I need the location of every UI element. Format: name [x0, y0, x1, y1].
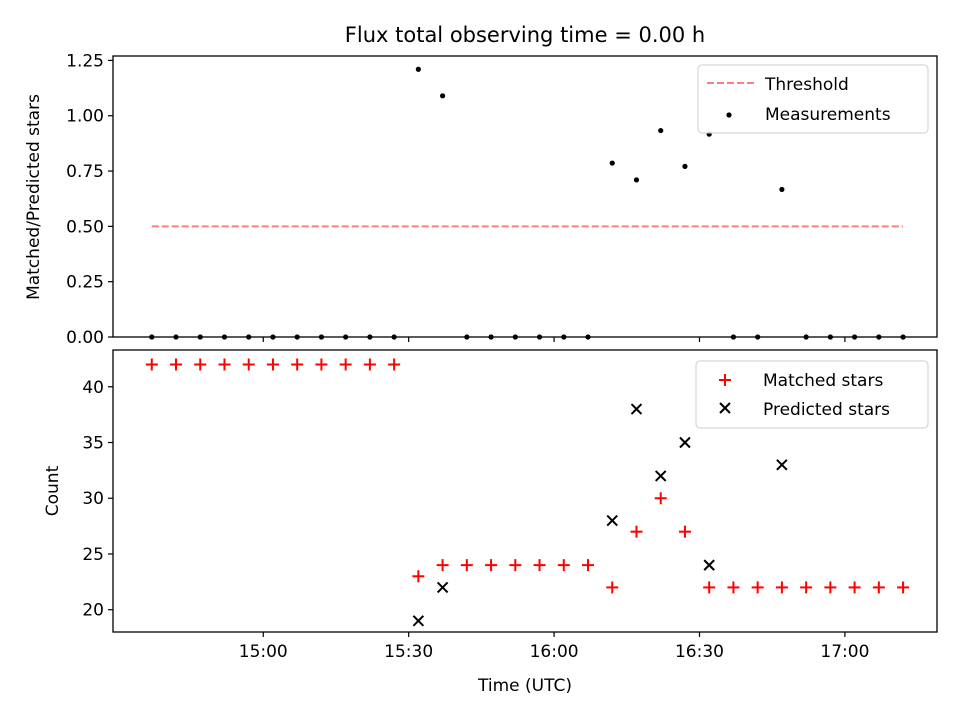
- x-tick-label: 15:30: [384, 642, 433, 662]
- y-tick-label: 20: [82, 601, 104, 621]
- predicted-star-point: [606, 514, 618, 527]
- matched-star-point: [557, 559, 570, 572]
- matched-star-point: [242, 358, 255, 371]
- predicted-star-point: [436, 581, 449, 594]
- predicted-star-point: [655, 470, 667, 482]
- matched-star-point: [509, 559, 522, 572]
- ratio-panel: 0.00 0.25 0.50 0.75 1.00 1.25 Matched/Predict…: [24, 51, 938, 348]
- measurement-point: [658, 127, 664, 134]
- y-tick-label: 40: [82, 378, 104, 398]
- count-legend-frame: [695, 360, 929, 429]
- ratio-x-ticks: [262, 337, 846, 342]
- ratio-axes-frame: [112, 55, 938, 338]
- matched-star-point: [848, 581, 861, 594]
- legend-measurements-marker: [726, 112, 732, 118]
- measurement-point: [609, 160, 615, 166]
- matched-star-point: [800, 581, 813, 594]
- legend-measurements-label: Measurements: [765, 105, 891, 125]
- matched-star-point: [824, 581, 837, 594]
- matched-star-point: [654, 492, 667, 505]
- matched-star-point: [897, 581, 910, 594]
- y-tick-label: 0.25: [66, 273, 104, 293]
- matched-star-point: [533, 559, 546, 572]
- matched-star-point: [363, 358, 376, 371]
- matched-star-point: [606, 581, 619, 594]
- predicted-star-point: [679, 436, 691, 449]
- count-x-axis: 15:00 15:30 16:00 16:30 17:00: [239, 632, 869, 662]
- measurement-point: [779, 186, 785, 193]
- ratio-y-axis: 0.00 0.25 0.50 0.75 1.00 1.25: [66, 51, 113, 348]
- matched-star-point: [703, 581, 716, 594]
- measurement-point: [633, 177, 640, 183]
- x-axis-label: Time (UTC): [477, 676, 572, 696]
- count-y-axis: 20 25 30 35 40: [82, 378, 113, 621]
- matched-star-point: [751, 581, 764, 594]
- matched-star-point: [582, 559, 595, 572]
- legend-matched-marker: [719, 374, 731, 386]
- matched-star-point: [388, 358, 401, 371]
- matched-star-point: [315, 358, 328, 371]
- predicted-star-point: [630, 403, 643, 415]
- matched-star-point: [170, 358, 183, 371]
- matched-star-point: [145, 358, 158, 371]
- legend-predicted-label: Predicted stars: [763, 400, 890, 420]
- matched-star-point: [339, 358, 352, 371]
- x-tick-label: 16:00: [530, 642, 579, 662]
- count-panel: 20 25 30 35 40 15:00 15:30 16:00 16:30 17:00 Cou…: [43, 349, 938, 696]
- x-tick-label: 16:30: [675, 642, 724, 662]
- legend-matched-label: Matched stars: [763, 371, 883, 391]
- matched-star-point: [630, 525, 643, 538]
- y-tick-label: 1.25: [66, 51, 104, 71]
- measurement-point: [440, 93, 446, 99]
- matched-star-point: [485, 559, 498, 572]
- matched-star-point: [727, 581, 740, 594]
- predicted-star-point: [703, 559, 715, 571]
- count-points-layer: [145, 358, 910, 627]
- matched-star-point: [194, 358, 207, 371]
- matched-star-point: [460, 559, 473, 572]
- ratio-y-axis-label: Matched/Predicted stars: [24, 94, 44, 300]
- matched-star-point: [291, 358, 304, 371]
- count-y-axis-label: Count: [43, 465, 63, 516]
- legend-predicted-marker: [719, 402, 731, 414]
- ratio-legend-frame: [697, 64, 929, 134]
- matched-star-point: [872, 581, 885, 594]
- matched-star-point: [266, 358, 279, 371]
- measurement-point: [415, 66, 421, 72]
- legend-threshold-label: Threshold: [764, 75, 849, 95]
- chart-title: Flux total observing time = 0.00 h: [345, 23, 705, 47]
- matched-star-point: [678, 525, 691, 538]
- matched-star-point: [775, 581, 788, 594]
- y-tick-label: 30: [82, 489, 104, 509]
- matched-star-point: [218, 358, 231, 371]
- predicted-star-point: [776, 459, 788, 471]
- y-tick-label: 0.50: [66, 217, 104, 237]
- count-legend: Matched stars Predicted stars: [695, 360, 929, 429]
- y-tick-label: 1.00: [66, 107, 104, 127]
- matched-star-point: [412, 570, 425, 583]
- y-tick-label: 35: [82, 434, 104, 454]
- matched-star-point: [436, 559, 449, 572]
- ratio-legend: Threshold Measurements: [697, 64, 929, 134]
- x-tick-label: 15:00: [239, 642, 288, 662]
- count-axes-frame: [112, 349, 938, 633]
- y-tick-label: 25: [82, 545, 104, 565]
- x-tick-label: 17:00: [820, 642, 869, 662]
- y-tick-label: 0.75: [66, 162, 104, 182]
- y-tick-label: 0.00: [66, 328, 104, 348]
- measurement-point: [682, 163, 688, 170]
- predicted-star-point: [412, 615, 425, 627]
